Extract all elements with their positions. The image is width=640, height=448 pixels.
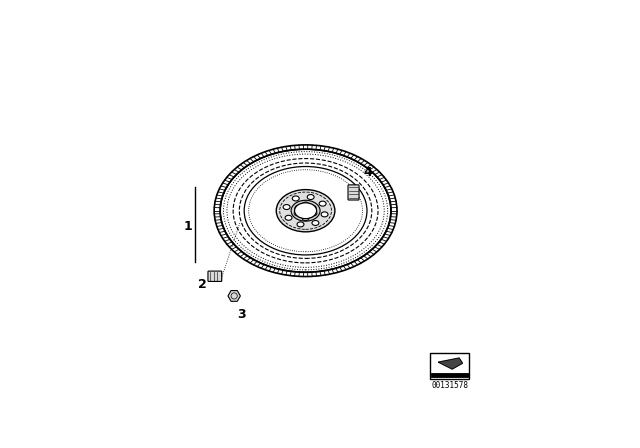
Ellipse shape [294, 203, 317, 219]
Ellipse shape [302, 215, 309, 221]
Ellipse shape [292, 196, 299, 201]
Ellipse shape [302, 202, 309, 207]
FancyBboxPatch shape [208, 271, 221, 281]
Ellipse shape [297, 222, 304, 227]
Ellipse shape [307, 205, 316, 211]
Ellipse shape [321, 212, 328, 217]
Ellipse shape [309, 211, 317, 216]
Ellipse shape [285, 215, 292, 220]
Text: 2: 2 [198, 278, 207, 291]
Ellipse shape [319, 201, 326, 206]
Text: 4: 4 [364, 166, 372, 179]
Text: 00131578: 00131578 [431, 382, 468, 391]
Ellipse shape [291, 200, 320, 221]
Ellipse shape [307, 194, 314, 199]
Ellipse shape [312, 220, 319, 225]
Bar [430, 353, 469, 379]
Ellipse shape [295, 205, 304, 211]
Text: 1: 1 [184, 220, 193, 233]
Ellipse shape [276, 190, 335, 232]
FancyBboxPatch shape [348, 185, 359, 200]
Text: 3: 3 [237, 308, 245, 321]
Ellipse shape [283, 205, 290, 210]
Ellipse shape [294, 211, 302, 216]
Polygon shape [438, 358, 463, 369]
